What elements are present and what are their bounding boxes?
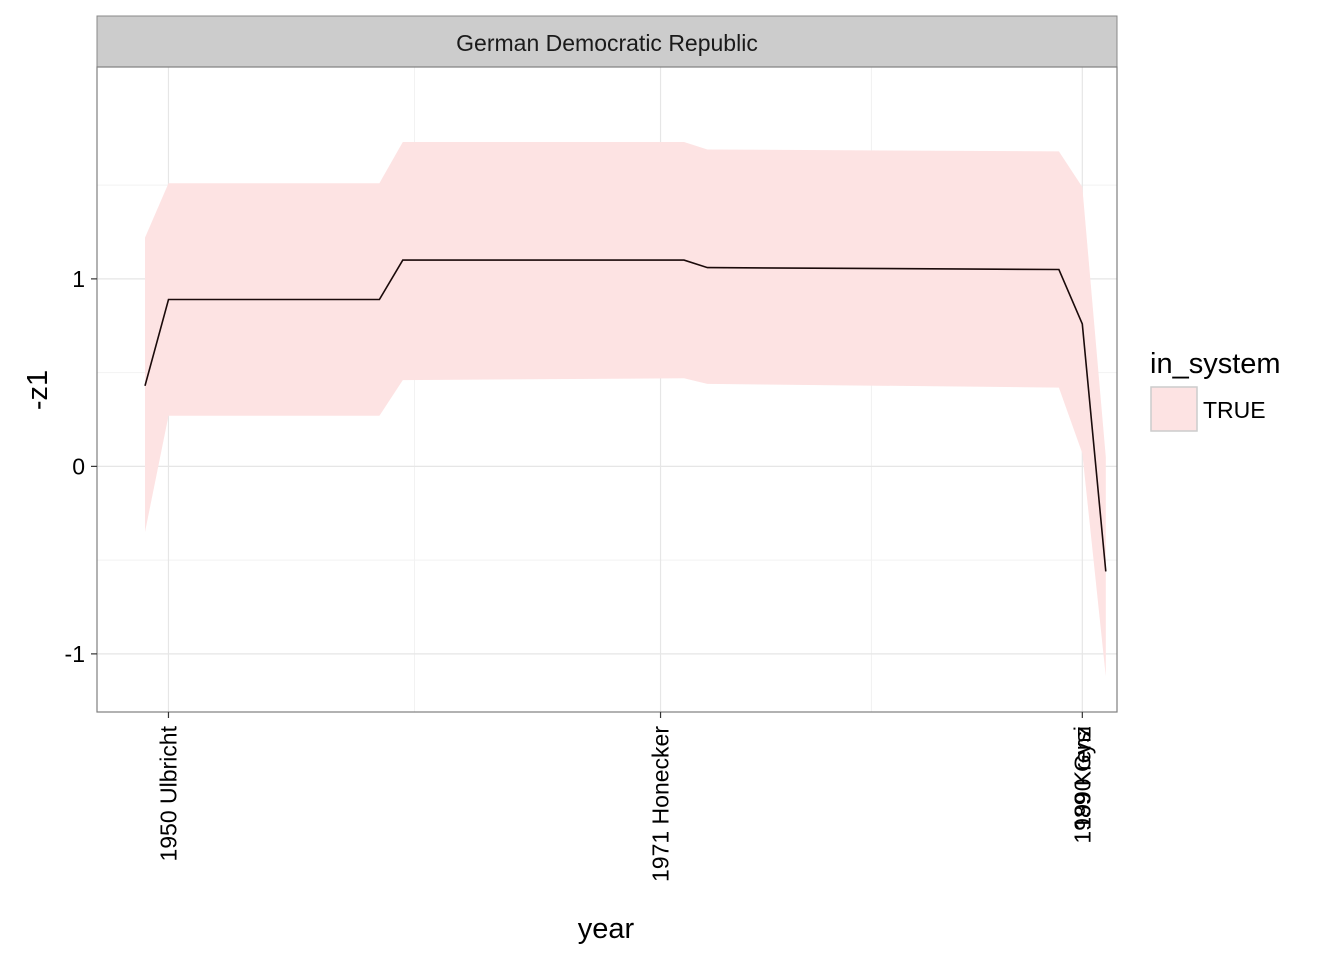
x-tick-label-0: 1950 Ulbricht: [156, 725, 182, 861]
legend: in_system TRUE: [1150, 348, 1281, 432]
legend-title: in_system: [1150, 348, 1281, 380]
series-line-true: [144, 259, 1107, 572]
y-axis: 1 0 -1: [65, 266, 97, 667]
panel-border: [96, 66, 1118, 713]
facet-title: German Democratic Republic: [456, 30, 758, 56]
x-axis: 1950 Ulbricht 1971 Honecker 1989 Krenz1990…: [156, 712, 1095, 882]
series-lines: [144, 259, 1107, 572]
ribbons: [145, 142, 1106, 677]
ribbon-true: [145, 142, 1106, 677]
x-tick-label-2: 1989 Krenz: [1069, 726, 1095, 844]
legend-key-true: [1150, 386, 1198, 432]
y-tick-label-1: 0: [72, 453, 85, 479]
facet-strip: [96, 15, 1118, 68]
y-tick-label-0: 1: [72, 266, 85, 292]
legend-label-true: TRUE: [1203, 397, 1266, 423]
y-axis-label: -z1: [22, 370, 54, 410]
x-axis-label: year: [578, 913, 635, 945]
y-tick-label-2: -1: [65, 641, 85, 667]
x-tick-label-3: 1990 Gysi: [1069, 726, 1095, 830]
x-tick-label-1: 1971 Honecker: [648, 726, 674, 882]
